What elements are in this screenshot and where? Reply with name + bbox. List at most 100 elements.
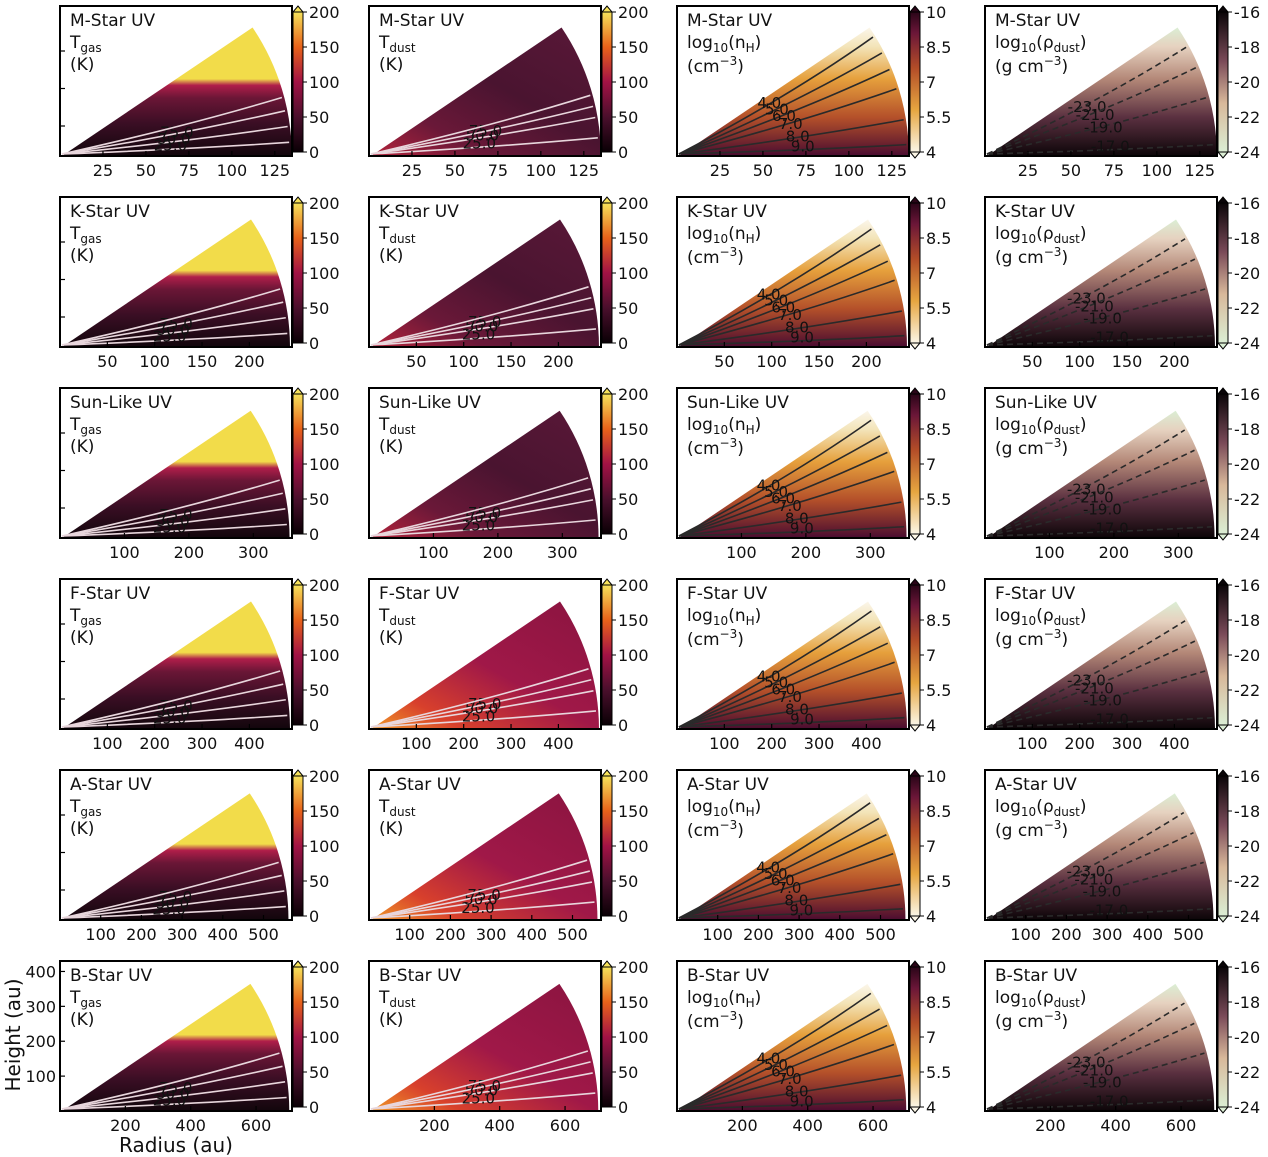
contour-line <box>370 94 591 155</box>
colorbar-tick-label: -24 <box>1234 143 1260 162</box>
contour-line <box>678 1098 904 1110</box>
contour-label: 5.0 <box>764 292 788 310</box>
x-tick-label: 25 <box>1018 161 1038 180</box>
colorbar-tick-label: 50 <box>618 1063 638 1082</box>
contour-line <box>678 907 903 919</box>
colorbar-tick-label: 4 <box>926 1098 936 1117</box>
colorbar-tick-label: 8.5 <box>926 229 951 248</box>
colorbar <box>909 775 921 917</box>
panel-quantity-subscript: dust <box>389 232 415 246</box>
contour-label: -17.0 <box>1091 137 1130 155</box>
contour-label: 75.0 <box>468 504 501 522</box>
x-tick-label: 75 <box>796 161 816 180</box>
panel-model-title: Sun-Like UV <box>687 393 789 413</box>
panel-log-argument: (n <box>728 606 745 626</box>
panel-unit: (K) <box>379 55 403 75</box>
panel-log-subscript: 10 <box>1021 996 1036 1010</box>
colorbar-extend-max <box>291 5 305 13</box>
colorbar-extend-max <box>600 960 614 968</box>
colorbar-tick-label: -24 <box>1234 716 1260 735</box>
x-tick-label: 25 <box>402 161 422 180</box>
x-tick-label: 300 <box>1163 543 1194 562</box>
contour-label: -21.0 <box>1075 1062 1114 1080</box>
contour-label: -21.0 <box>1076 106 1115 124</box>
x-tick-label: 300 <box>547 543 578 562</box>
contour-line <box>986 238 1186 346</box>
x-tick-label: 200 <box>234 352 265 371</box>
panel-3-3: -23.0-21.0-19.0-17.0F-Star UVlog10(ρdust… <box>984 576 1260 753</box>
colorbar-extend-max <box>1216 769 1230 777</box>
colorbar <box>909 202 921 344</box>
colorbar <box>292 11 304 153</box>
contour-line <box>986 640 1196 728</box>
x-tick-label: 200 <box>1051 925 1082 944</box>
contour-line <box>61 714 288 728</box>
colorbar-extend-max <box>600 5 614 13</box>
colorbar-tick-label: -16 <box>1234 958 1260 977</box>
colorbar-tick-label: 50 <box>309 681 329 700</box>
colorbar <box>1217 775 1229 917</box>
colorbar-extend-max <box>1216 960 1230 968</box>
colorbar-tick-label: 50 <box>309 1063 329 1082</box>
panel-quantity-subscript: gas <box>80 41 101 55</box>
x-tick-label: 400 <box>543 734 574 753</box>
axes-content: 25.050.075.0 <box>61 27 291 155</box>
x-tick-label: 200 <box>1159 352 1190 371</box>
colorbar-tick-label: -18 <box>1234 38 1260 57</box>
colorbar-tick-label: 100 <box>618 1028 649 1047</box>
colorbar <box>1217 584 1229 726</box>
colorbar <box>292 966 304 1108</box>
colorbar <box>1217 11 1229 153</box>
colorbar <box>292 584 304 726</box>
contour-line <box>61 698 286 728</box>
disk-wedge <box>372 793 598 919</box>
colorbar-tick-label: 100 <box>618 837 649 856</box>
panel-model-title: B-Star UV <box>995 966 1078 986</box>
contour-line <box>678 817 880 919</box>
contour-line <box>678 610 872 728</box>
x-tick-label: 200 <box>110 1116 141 1135</box>
contour-label: 50.0 <box>156 512 189 530</box>
contour-label: 75.0 <box>468 695 501 713</box>
contour-label: 4.0 <box>757 476 781 494</box>
contour-label: 6.0 <box>771 489 795 507</box>
panel-quantity-subscript: dust <box>389 805 415 819</box>
panel-log-argument: (n <box>728 415 745 435</box>
contour-label: -23.0 <box>1068 98 1107 116</box>
colorbar-tick-label: -16 <box>1234 194 1260 213</box>
contour-label: -23.0 <box>1067 671 1106 689</box>
contour-label: 50.0 <box>157 130 190 148</box>
x-tick-label: 500 <box>248 925 279 944</box>
contour-label: 5.0 <box>764 674 788 692</box>
x-tick-label: 600 <box>550 1116 581 1135</box>
colorbar-tick-label: 10 <box>926 576 946 595</box>
contour-label: 75.0 <box>467 886 500 904</box>
panel-1-3: -23.0-21.0-19.0-17.0K-Star UVlog10(ρdust… <box>984 194 1260 371</box>
colorbar-tick-label: 200 <box>618 385 649 404</box>
colorbar-tick-label: -18 <box>1234 802 1260 821</box>
contour-line <box>370 308 594 346</box>
x-tick-label: 100 <box>92 734 123 753</box>
contour-label: -23.0 <box>1067 1053 1106 1071</box>
panel-log-subscript: 10 <box>1021 232 1036 246</box>
panel-quantity: log10(ρdust) <box>995 224 1086 246</box>
panel-log-close: ) <box>1080 988 1087 1008</box>
contour-line <box>370 1072 593 1110</box>
colorbar <box>1217 966 1229 1108</box>
panel-argument-subscript: dust <box>1054 41 1080 55</box>
panel-model-title: A-Star UV <box>995 775 1077 795</box>
x-tick-label: 200 <box>139 734 170 753</box>
contour-line <box>61 683 284 728</box>
contour-label: 9.0 <box>790 328 814 346</box>
colorbar-tick-label: -22 <box>1234 490 1260 509</box>
axes-content: -23.0-21.0-19.0-17.0 <box>986 601 1215 728</box>
panel-model-title: F-Star UV <box>379 584 460 604</box>
x-tick-label: 300 <box>855 543 886 562</box>
contour-line <box>370 286 589 346</box>
axes-content: -23.0-21.0-19.0-17.0 <box>986 27 1216 155</box>
panel-quantity-subscript: dust <box>389 423 415 437</box>
